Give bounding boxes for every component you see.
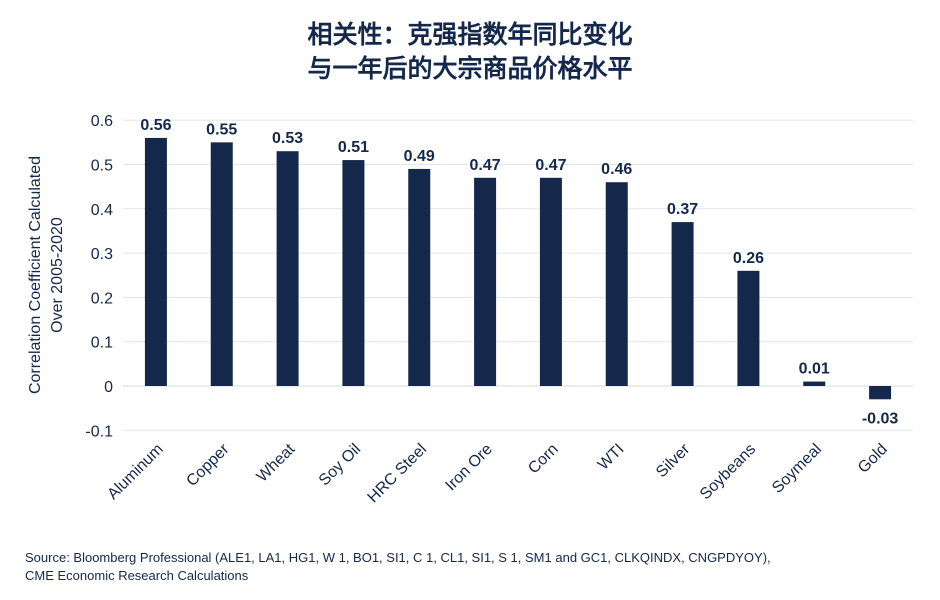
source-line-1: Source: Bloomberg Professional (ALE1, LA… (25, 550, 771, 565)
y-tick-label: 0.5 (91, 158, 113, 175)
x-tick-label: Gold (855, 441, 891, 477)
bar-copper (210, 142, 233, 386)
data-label: 0.51 (338, 139, 369, 156)
x-tick-label: Soy Oil (316, 441, 364, 489)
y-tick-label: 0 (104, 379, 113, 396)
x-tick-label: Copper (183, 440, 233, 490)
x-tick-label: Silver (653, 440, 694, 481)
bar-iron-ore (474, 177, 497, 386)
bar-soy-oil (342, 160, 365, 386)
source-line-2: CME Economic Research Calculations (25, 568, 249, 583)
bars (144, 137, 892, 400)
y-tick-label: 0.4 (91, 202, 113, 219)
data-label: 0.37 (667, 201, 698, 218)
data-label: 0.53 (272, 130, 303, 147)
y-tick-label: 0.2 (91, 290, 113, 307)
bar-soybeans (737, 270, 760, 386)
y-tick-label: 0.1 (91, 335, 113, 352)
chart-title-line-1: 相关性：克强指数年同比变化 (307, 20, 633, 49)
y-axis-label-line-1: Correlation Coefficient Calculated (27, 156, 44, 394)
data-label: -0.03 (862, 410, 899, 427)
x-tick-label: Iron Ore (442, 441, 496, 495)
x-tick-label: Wheat (254, 440, 299, 485)
y-tick-label: 0.3 (91, 246, 113, 263)
chart-title: 相关性：克强指数年同比变化 与一年后的大宗商品价格水平 (0, 18, 940, 86)
data-label: 0.56 (140, 117, 171, 134)
bar-soymeal (803, 381, 826, 386)
x-tick-label: Soybeans (697, 441, 759, 503)
data-label: 0.55 (206, 121, 237, 138)
x-tick-label: Aluminum (104, 441, 166, 503)
data-labels: 0.56 0.55 0.53 0.51 0.49 0.47 0.47 0.46 0.37 0.26… (140, 117, 898, 427)
data-label: 0.26 (733, 250, 764, 267)
y-tick-label: 0.6 (91, 113, 113, 130)
data-label: 0.46 (601, 161, 632, 178)
x-tick-label: HRC Steel (365, 441, 430, 506)
data-label: 0.47 (535, 157, 566, 174)
bar-gold (869, 386, 892, 400)
gridlines (123, 119, 913, 431)
y-tick-label: -0.1 (85, 423, 113, 440)
data-label: 0.01 (799, 361, 830, 378)
data-label: 0.49 (404, 148, 435, 165)
data-label: 0.47 (470, 157, 501, 174)
bar-wheat (276, 151, 299, 386)
y-axis-ticks: 0.6 0.5 0.4 0.3 0.2 0.1 0 -0.1 (85, 113, 113, 440)
x-axis-ticks: Aluminum Copper Wheat Soy Oil HRC Steel Iron … (104, 440, 890, 506)
bar-aluminum (144, 137, 167, 386)
bar-silver (671, 222, 694, 386)
bar-corn (539, 177, 562, 386)
y-axis-label: Correlation Coefficient Calculated Over 2… (27, 156, 66, 394)
x-tick-label: WTI (595, 441, 628, 474)
bar-hrc-steel (408, 168, 431, 386)
y-axis-label-line-2: Over 2005-2020 (49, 217, 66, 333)
x-tick-label: Corn (525, 441, 562, 478)
x-tick-label: Soymeal (769, 441, 825, 497)
source-note: Source: Bloomberg Professional (ALE1, LA… (25, 549, 771, 585)
bar-wti (605, 182, 628, 386)
chart-title-line-2: 与一年后的大宗商品价格水平 (307, 54, 633, 83)
